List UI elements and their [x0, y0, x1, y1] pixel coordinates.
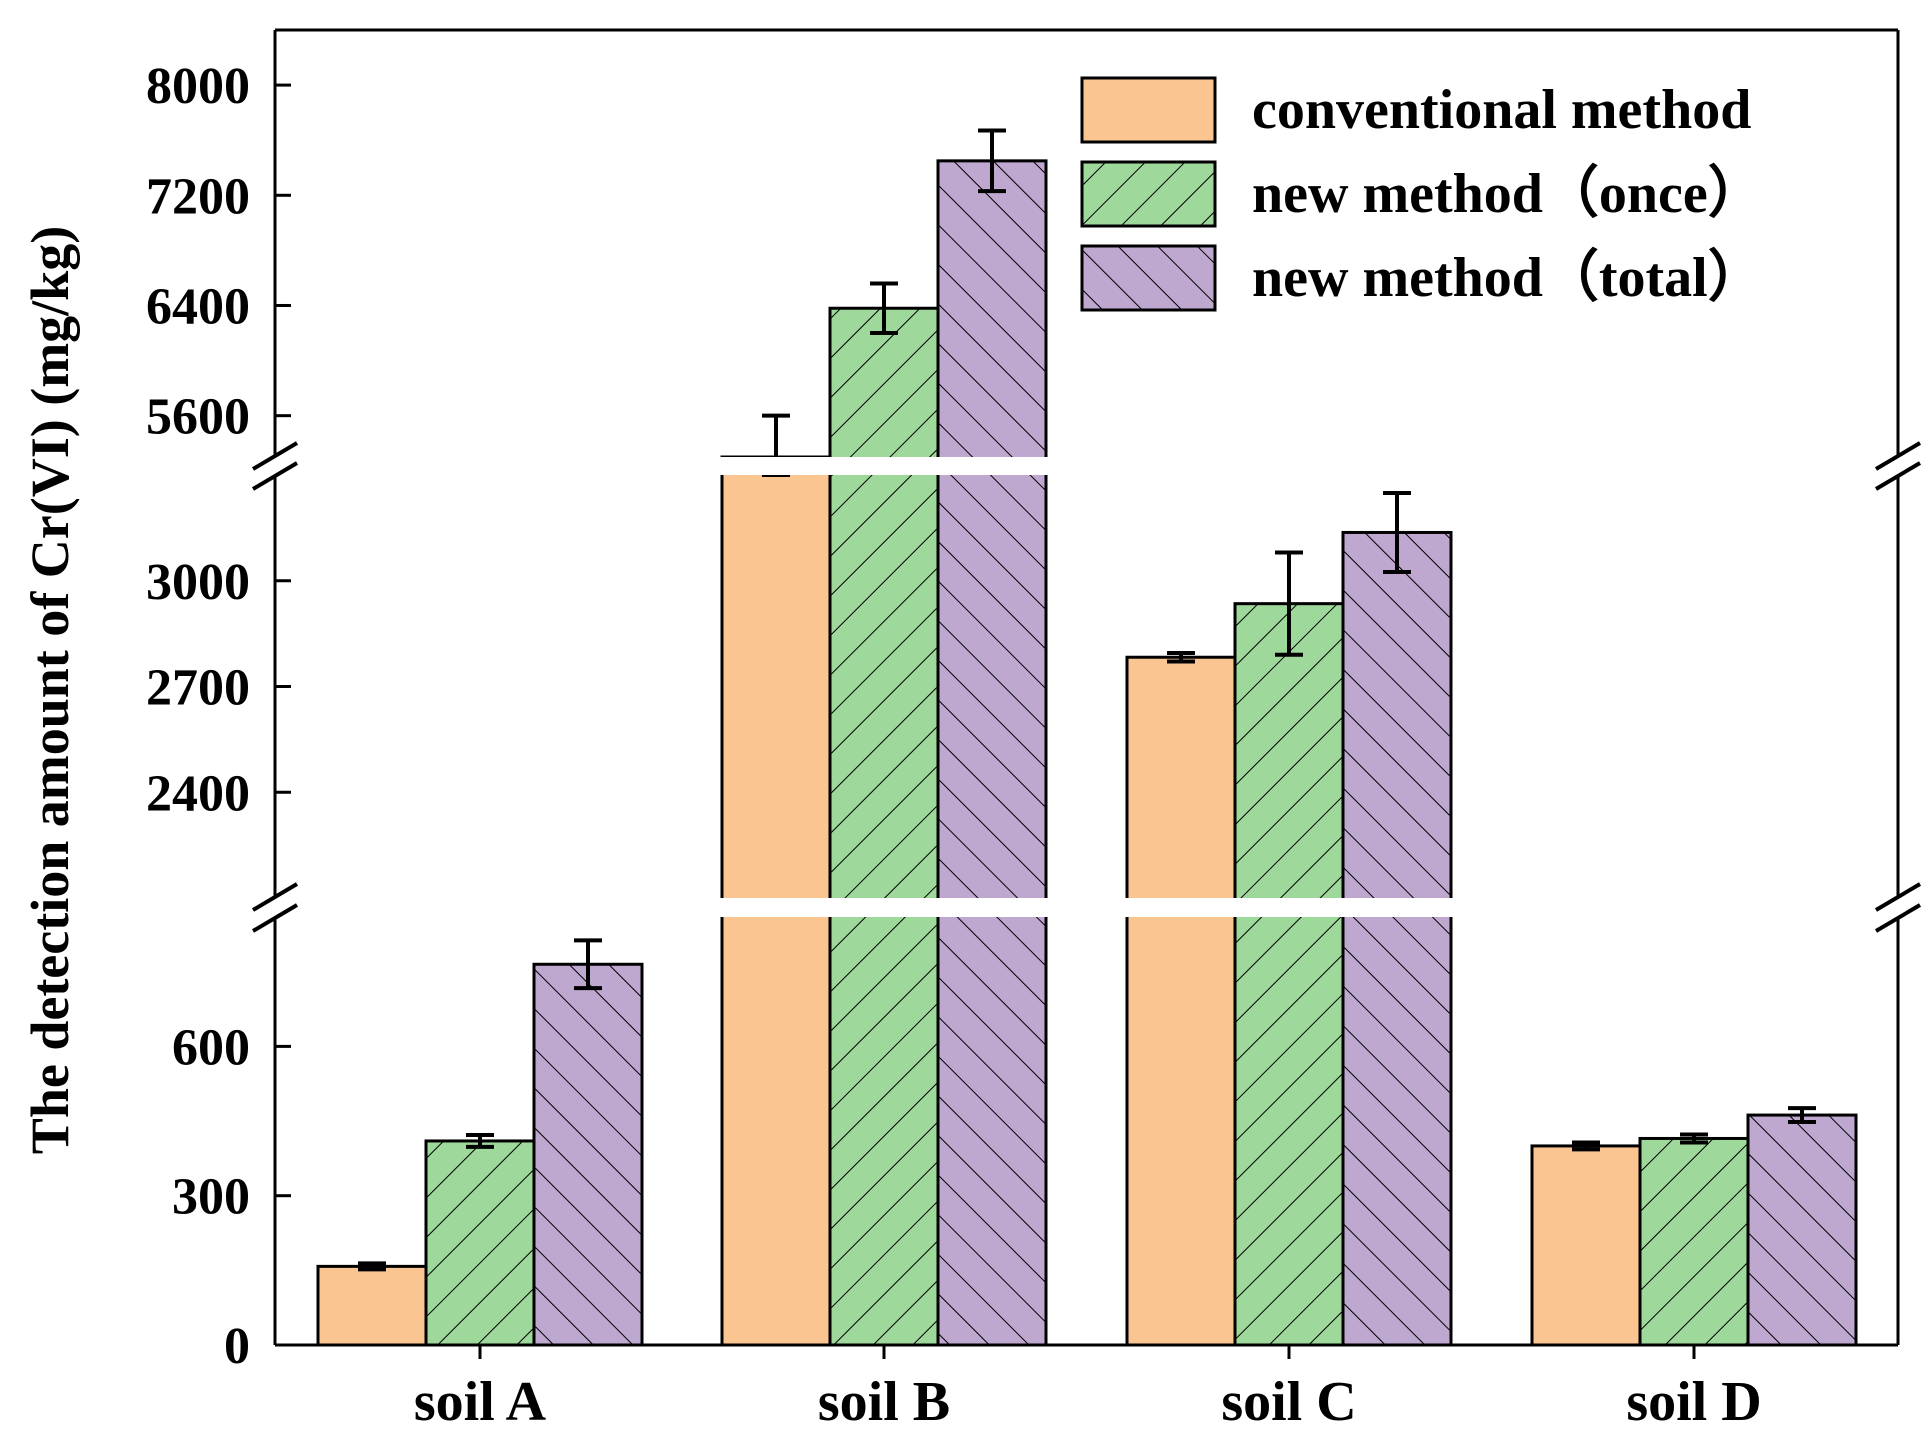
legend-label: new method（total）: [1252, 246, 1764, 309]
y-tick-label: 300: [172, 1169, 250, 1226]
legend-item-1: new method（once）: [1080, 160, 1764, 228]
bar-hatch: [1640, 1138, 1748, 1345]
break-slash-lower: [251, 903, 299, 933]
axes-layer: 0 300 600 2400 2700 3000 5600 6400 7200 8000 soil …: [146, 28, 1931, 1433]
y-tick-label: 3000: [146, 554, 250, 611]
axis-break-mark: [1874, 882, 1922, 933]
legend-label: conventional method: [1252, 79, 1751, 141]
y-tick-label: 5600: [146, 389, 250, 446]
axis-break-mark: [251, 882, 299, 933]
bar-hatch: [1748, 1115, 1856, 1345]
legend-swatch-hatch: [1082, 246, 1215, 310]
legend-swatch-outline: [1080, 160, 1217, 228]
y-axis-title: The detection amount of Cr(VI) (mg/kg): [20, 226, 80, 1154]
axis-break-mark: [251, 441, 299, 491]
x-tick-label-soil-b: soil B: [818, 1371, 950, 1433]
axis-break-gap-2: [235, 457, 1931, 475]
break-slash-lower: [1874, 903, 1922, 933]
legend: conventional method new method（once） new m…: [1080, 76, 1764, 312]
axis-break-mark: [1874, 441, 1922, 491]
y-axis-title-group: The detection amount of Cr(VI) (mg/kg): [20, 226, 80, 1154]
axis-break-gap-1: [235, 898, 1931, 917]
bar-hatch: [426, 1140, 534, 1345]
x-tick-label-soil-d: soil D: [1626, 1371, 1761, 1433]
error-bar: [870, 281, 898, 336]
error-bar: [574, 938, 602, 991]
bar-hatch: [534, 964, 642, 1345]
error-bar: [1167, 651, 1195, 664]
y-tick-label: 6400: [146, 278, 250, 335]
y-tick-label: 600: [172, 1019, 250, 1076]
bar-soil-a-s0: [318, 1266, 426, 1345]
bar-hatch: [938, 160, 1046, 1345]
legend-swatch-outline: [1080, 244, 1217, 312]
break-slash-upper: [1874, 441, 1922, 471]
bar-soil-d-s0: [1532, 1145, 1640, 1345]
bars-layer: [316, 128, 1858, 1347]
break-slash-lower: [1874, 461, 1922, 491]
break-slash-upper: [1874, 882, 1922, 912]
x-tick-label-soil-c: soil C: [1221, 1371, 1356, 1433]
y-tick-label: 8000: [146, 58, 250, 115]
legend-swatch-hatch: [1082, 162, 1215, 226]
break-slash-lower: [251, 461, 299, 491]
plot-frame: [273, 28, 1900, 1347]
y-tick-label: 2700: [146, 660, 250, 717]
error-bar: [1572, 1140, 1600, 1152]
error-bar: [1680, 1132, 1708, 1145]
legend-swatch: [1082, 78, 1215, 142]
legend-item-0: conventional method: [1080, 76, 1751, 144]
bar-hatch: [1343, 532, 1451, 1345]
legend-label: new method（once）: [1252, 162, 1764, 225]
break-slash-upper: [251, 441, 299, 471]
bar-soil-c-s0: [1127, 657, 1235, 1345]
y-tick-label: 7200: [146, 168, 250, 225]
error-bar: [1383, 490, 1411, 574]
y-tick-label: 2400: [146, 765, 250, 822]
x-tick-label-soil-a: soil A: [414, 1371, 547, 1433]
legend-item-2: new method（total）: [1080, 244, 1764, 312]
error-bar: [978, 128, 1006, 194]
y-tick-label: 0: [224, 1318, 250, 1375]
break-slash-upper: [251, 882, 299, 912]
bar-hatch: [1235, 603, 1343, 1345]
bar-hatch: [830, 308, 938, 1345]
error-bar: [358, 1261, 386, 1272]
error-bar: [1275, 550, 1303, 657]
error-bar: [1788, 1106, 1816, 1125]
legend-swatch-outline: [1080, 76, 1217, 144]
error-bar: [466, 1132, 494, 1149]
